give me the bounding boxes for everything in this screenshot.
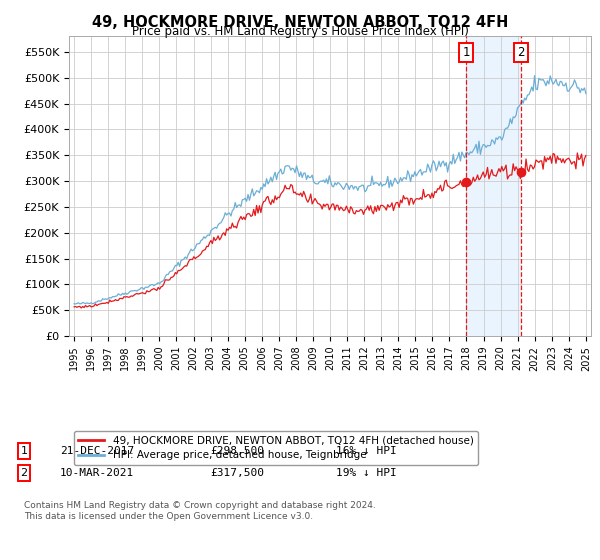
Text: 19% ↓ HPI: 19% ↓ HPI <box>336 468 397 478</box>
Text: 1: 1 <box>462 46 470 59</box>
Text: Contains HM Land Registry data © Crown copyright and database right 2024.
This d: Contains HM Land Registry data © Crown c… <box>24 501 376 521</box>
Text: 2: 2 <box>20 468 28 478</box>
Bar <box>466 36 521 336</box>
Text: 16% ↓ HPI: 16% ↓ HPI <box>336 446 397 456</box>
Text: 49, HOCKMORE DRIVE, NEWTON ABBOT, TQ12 4FH: 49, HOCKMORE DRIVE, NEWTON ABBOT, TQ12 4… <box>92 15 508 30</box>
Text: 2: 2 <box>517 46 524 59</box>
Text: Price paid vs. HM Land Registry's House Price Index (HPI): Price paid vs. HM Land Registry's House … <box>131 25 469 38</box>
Text: 21-DEC-2017: 21-DEC-2017 <box>60 446 134 456</box>
Text: 10-MAR-2021: 10-MAR-2021 <box>60 468 134 478</box>
Text: 1: 1 <box>20 446 28 456</box>
Text: £317,500: £317,500 <box>210 468 264 478</box>
Text: £298,500: £298,500 <box>210 446 264 456</box>
Legend: 49, HOCKMORE DRIVE, NEWTON ABBOT, TQ12 4FH (detached house), HPI: Average price,: 49, HOCKMORE DRIVE, NEWTON ABBOT, TQ12 4… <box>74 431 478 465</box>
